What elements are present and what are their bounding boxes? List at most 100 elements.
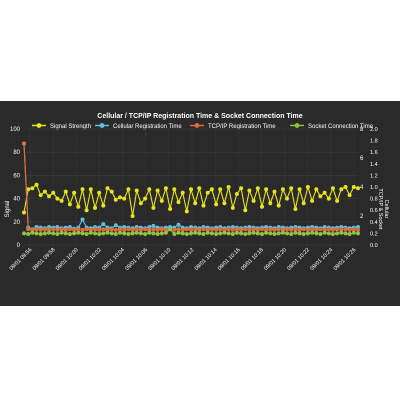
data-point[interactable] [289,227,294,232]
data-point[interactable] [134,230,139,235]
data-point[interactable] [151,227,156,232]
data-point[interactable] [72,227,77,232]
data-point[interactable] [222,230,227,235]
data-point[interactable] [47,225,51,229]
data-point[interactable] [159,231,164,236]
data-point[interactable] [247,231,252,236]
data-point[interactable] [330,232,335,236]
data-point[interactable] [285,227,289,232]
data-point[interactable] [330,186,335,191]
data-point[interactable] [159,198,164,203]
data-point[interactable] [176,222,181,227]
data-point[interactable] [176,200,181,205]
data-point[interactable] [151,223,156,228]
data-point[interactable] [193,230,198,235]
data-point[interactable] [305,227,310,232]
data-point[interactable] [234,230,239,235]
data-point[interactable] [264,225,269,229]
data-point[interactable] [113,223,118,228]
data-point[interactable] [351,230,356,235]
data-point[interactable] [88,227,93,232]
data-point[interactable] [63,227,68,232]
data-point[interactable] [130,227,135,232]
data-point[interactable] [172,227,177,232]
data-point[interactable] [214,227,219,232]
data-point[interactable] [80,231,85,236]
data-point[interactable] [243,208,248,213]
data-point[interactable] [109,189,114,194]
data-point[interactable] [239,186,244,191]
data-point[interactable] [314,227,319,232]
data-point[interactable] [330,227,335,232]
data-point[interactable] [55,225,60,229]
data-point[interactable] [193,201,198,206]
data-point[interactable] [26,187,31,192]
data-point[interactable] [326,227,331,232]
data-point[interactable] [93,227,97,232]
data-point[interactable] [189,231,193,236]
data-point[interactable] [251,230,256,235]
data-point[interactable] [239,227,244,232]
data-point[interactable] [30,186,35,191]
data-point[interactable] [268,231,273,236]
data-point[interactable] [272,189,277,194]
data-point[interactable] [97,232,102,236]
data-point[interactable] [226,185,231,189]
data-point[interactable] [22,231,26,236]
data-point[interactable] [310,198,315,203]
data-point[interactable] [38,227,43,232]
data-point[interactable] [305,231,310,236]
data-point[interactable] [260,232,264,236]
data-point[interactable] [293,207,298,211]
data-point[interactable] [84,227,89,232]
data-point[interactable] [47,230,51,235]
data-point[interactable] [51,227,56,232]
data-point[interactable] [163,230,168,235]
data-point[interactable] [122,227,127,232]
data-point[interactable] [197,231,202,236]
data-point[interactable] [38,193,43,198]
data-point[interactable] [159,227,164,232]
data-point[interactable] [126,187,131,192]
data-point[interactable] [318,232,323,236]
data-point[interactable] [335,227,340,232]
data-point[interactable] [109,227,114,232]
data-point[interactable] [310,230,315,235]
data-point[interactable] [147,227,152,232]
data-point[interactable] [226,231,231,236]
data-point[interactable] [184,232,189,236]
data-point[interactable] [351,227,356,232]
data-point[interactable] [42,189,47,194]
data-point[interactable] [234,227,239,232]
data-point[interactable] [343,227,348,232]
data-point[interactable] [289,186,294,191]
data-point[interactable] [55,232,60,236]
data-point[interactable] [230,225,235,229]
data-point[interactable] [201,232,206,236]
data-point[interactable] [222,227,227,232]
data-point[interactable] [130,231,135,236]
data-point[interactable] [343,185,348,189]
data-point[interactable] [38,232,43,236]
data-point[interactable] [134,227,139,232]
data-point[interactable] [151,231,156,236]
data-point[interactable] [197,186,202,191]
data-point[interactable] [335,231,340,236]
data-point[interactable] [118,227,122,232]
data-point[interactable] [163,186,168,191]
data-point[interactable] [205,230,210,235]
data-point[interactable] [151,205,156,210]
data-point[interactable] [101,227,106,232]
data-point[interactable] [30,227,35,232]
data-point[interactable] [184,209,189,214]
data-point[interactable] [26,232,31,236]
data-point[interactable] [280,227,285,232]
data-point[interactable] [72,231,77,236]
data-point[interactable] [67,227,72,232]
data-point[interactable] [234,192,239,196]
data-point[interactable] [335,198,340,203]
data-point[interactable] [356,227,360,232]
data-point[interactable] [97,190,102,195]
data-point[interactable] [251,198,256,203]
data-point[interactable] [272,232,277,236]
